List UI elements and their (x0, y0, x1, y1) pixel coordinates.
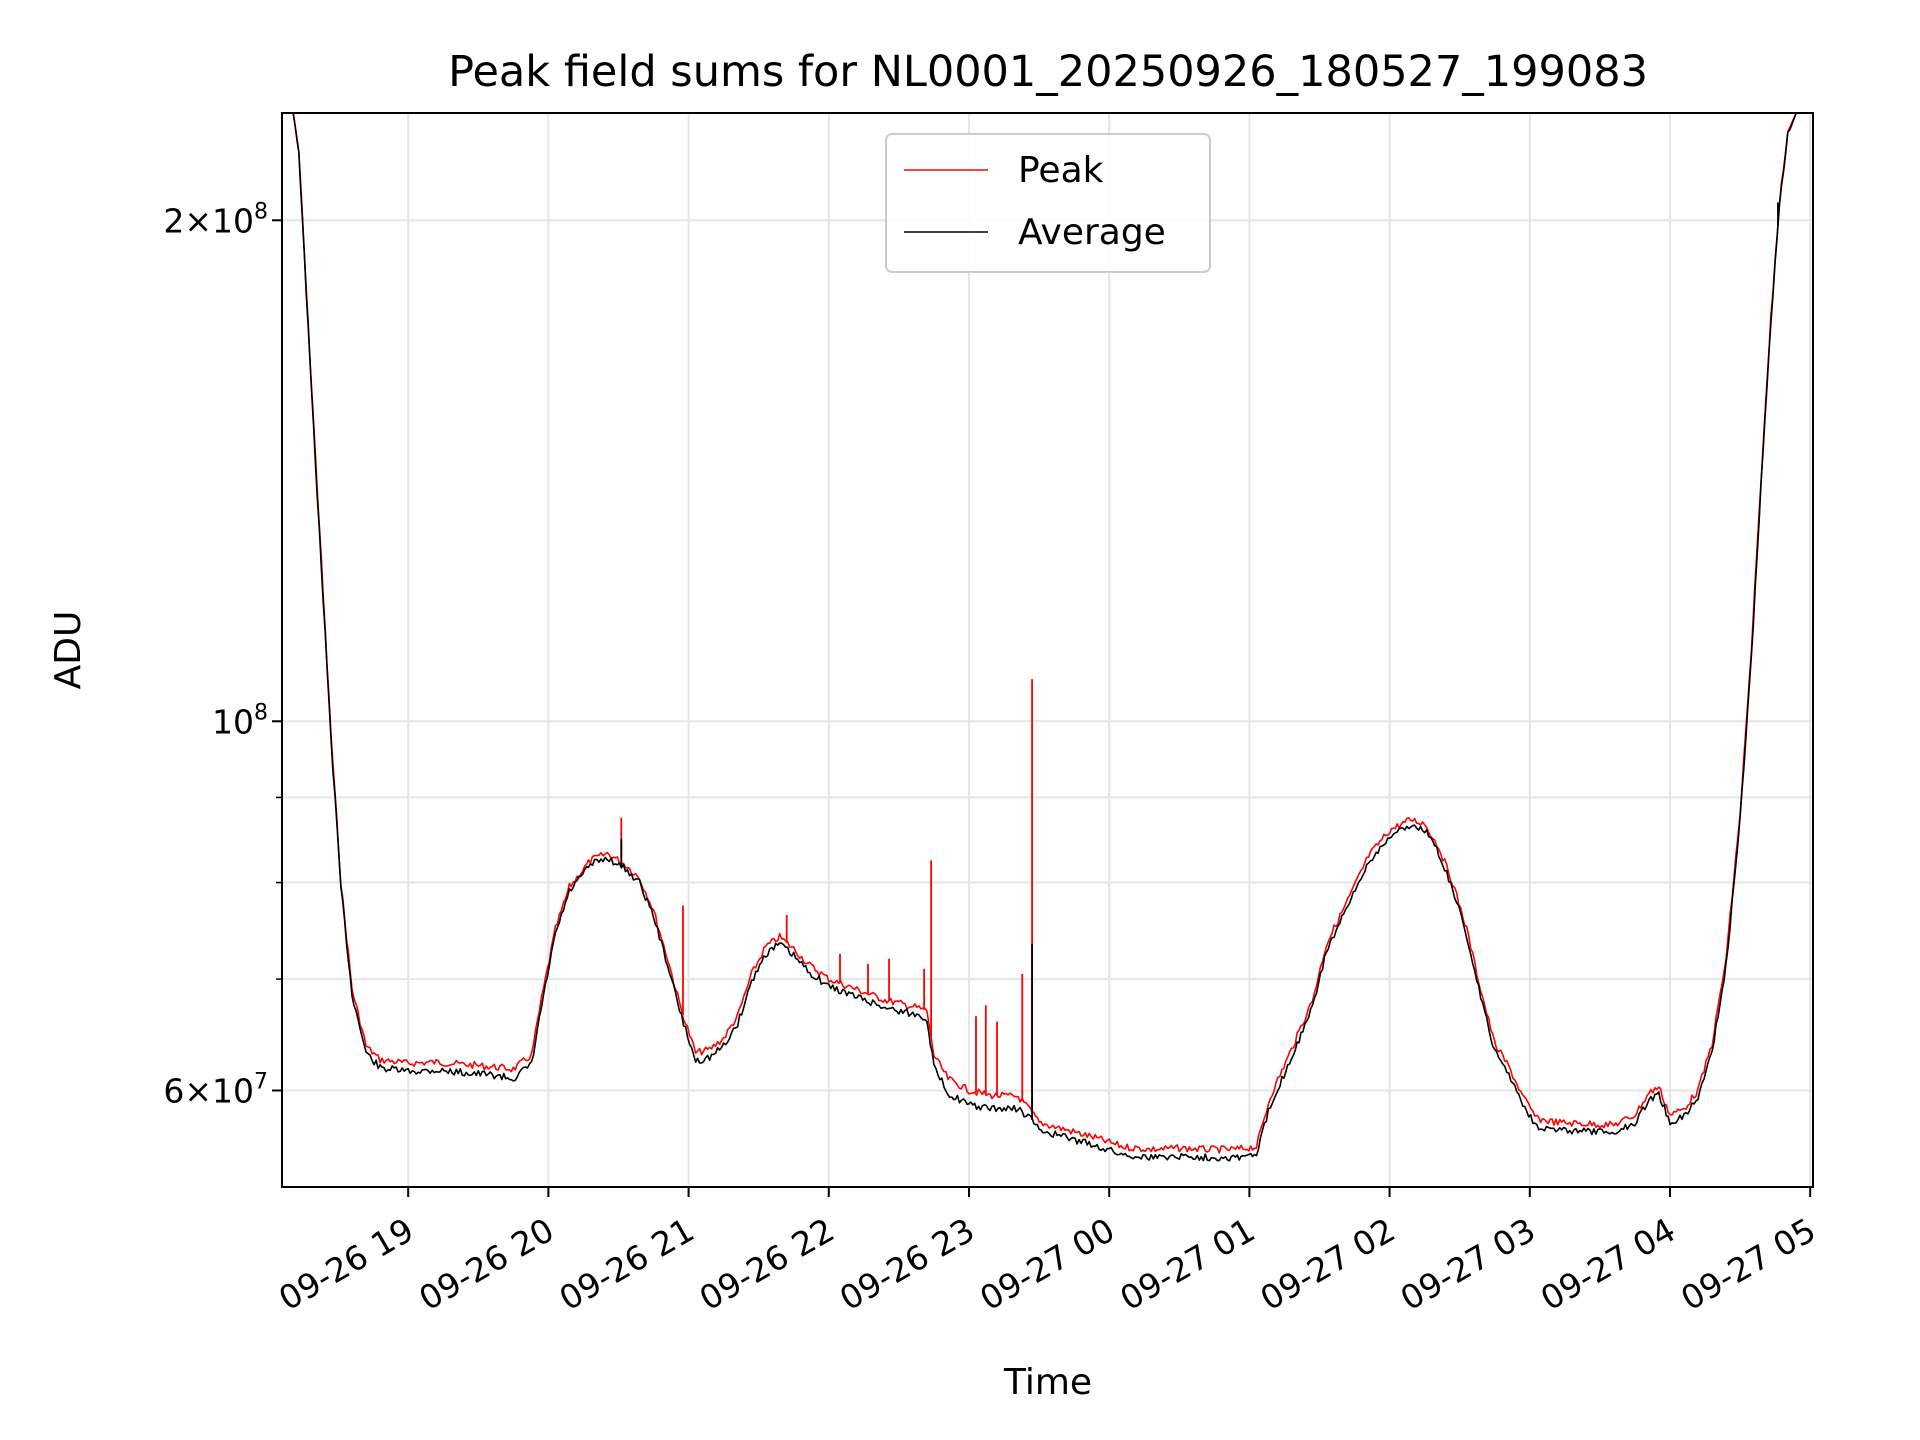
y-tick-ten: 10 (212, 1071, 254, 1110)
plot-frame (281, 112, 1814, 1188)
legend-label-peak: Peak (1018, 150, 1104, 191)
series-line-average (282, 112, 1813, 1162)
series-line-peak (282, 112, 1813, 1154)
plot-lines (282, 112, 1813, 1162)
grid (282, 113, 1813, 1187)
y-tick-label: 6×107 (163, 1069, 268, 1110)
y-tick-ten: 10 (212, 201, 254, 240)
x-axis-label: Time (1003, 1362, 1092, 1403)
legend: Peak Average (885, 133, 1211, 273)
chart-title: Peak field sums for NL0001_20250926_1805… (448, 47, 1648, 97)
y-tick-base: 2 (163, 201, 184, 240)
y-tick-exponent: 8 (254, 700, 268, 725)
y-tick-exponent: 7 (254, 1069, 268, 1094)
y-tick-label: 108 (212, 700, 268, 741)
y-tick-times-sign: × (184, 201, 212, 240)
y-tick-ten: 10 (212, 702, 254, 741)
y-tick-label: 2×108 (163, 199, 268, 240)
y-tick-base: 6 (163, 1071, 184, 1110)
y-axis-label: ADU (48, 611, 89, 690)
y-tick-times-sign: × (184, 1071, 212, 1110)
legend-box (885, 133, 1211, 273)
legend-label-average: Average (1018, 212, 1166, 253)
y-tick-exponent: 8 (254, 199, 268, 224)
